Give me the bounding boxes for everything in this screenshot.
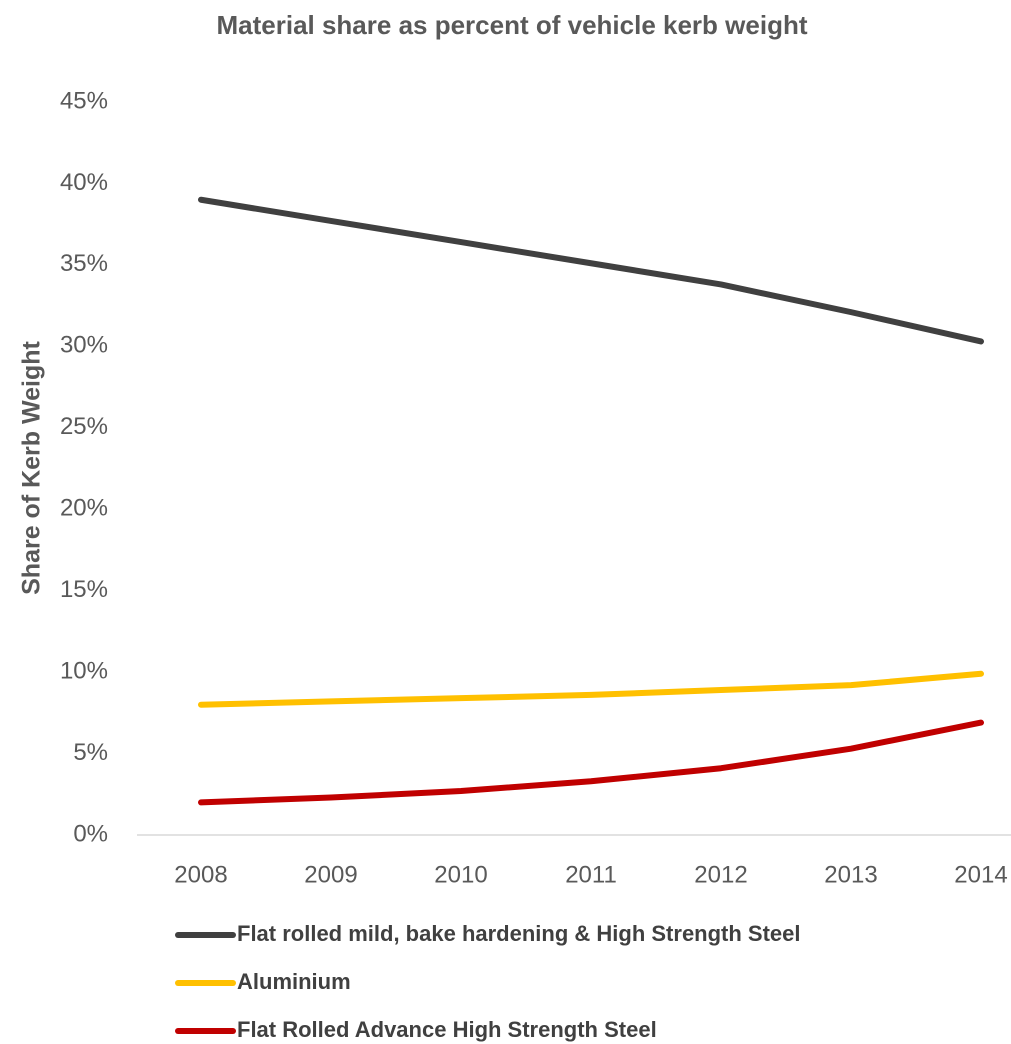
x-tick-label: 2008 xyxy=(174,861,227,888)
y-tick-label: 10% xyxy=(60,657,108,684)
y-tick-label: 25% xyxy=(60,413,108,440)
y-tick-label: 35% xyxy=(60,250,108,277)
y-tick-label: 5% xyxy=(73,739,108,766)
y-tick-label: 30% xyxy=(60,332,108,359)
y-tick-label: 20% xyxy=(60,495,108,522)
x-tick-label: 2012 xyxy=(694,861,747,888)
x-tick-label: 2010 xyxy=(434,861,487,888)
x-tick-label: 2013 xyxy=(824,861,877,888)
y-tick-label: 40% xyxy=(60,169,108,196)
y-tick-label: 0% xyxy=(73,820,108,847)
legend-label: Aluminium xyxy=(237,969,351,994)
series-line xyxy=(198,719,984,806)
x-tick-label: 2014 xyxy=(954,861,1007,888)
legend-label: Flat rolled mild, bake hardening & High … xyxy=(237,921,801,946)
y-tick-label: 15% xyxy=(60,576,108,603)
x-tick-label: 2011 xyxy=(565,861,617,888)
y-axis-label: Share of Kerb Weight xyxy=(18,340,46,594)
series-line xyxy=(198,670,984,708)
chart-title: Material share as percent of vehicle ker… xyxy=(216,10,807,40)
y-tick-label: 45% xyxy=(60,87,108,114)
x-tick-label: 2009 xyxy=(304,861,357,888)
series-line xyxy=(198,196,984,345)
legend-label: Flat Rolled Advance High Strength Steel xyxy=(237,1017,657,1042)
